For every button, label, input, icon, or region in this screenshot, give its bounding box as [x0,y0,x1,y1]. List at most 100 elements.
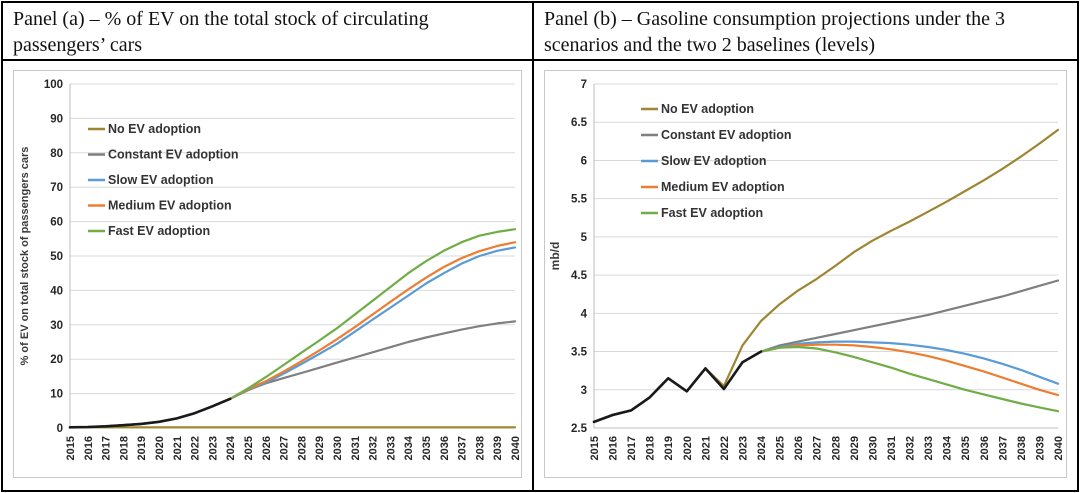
x-tick-label: 2030 [867,436,879,460]
series-line-fast-ev-adoption [68,228,517,429]
x-tick-label: 2022 [190,436,202,460]
legend-item: Slow EV adoption [88,173,214,187]
x-tick-label: 2032 [368,436,380,460]
legend-label: Medium EV adoption [661,180,785,194]
x-tick-label: 2032 [905,436,917,460]
x-tick-label: 2038 [1016,436,1028,460]
panel-b-chart-area: 2.5 3 3.5 4 4.5 5 5.5 6 6.5 7 2015 2016 2017 2018 2019… [534,61,1077,490]
x-tick-label: 2020 [682,436,694,460]
y-tick-label: 3.5 [571,347,588,359]
series-line-constant-ev-adoption [68,320,517,429]
x-tick-label: 2040 [1053,436,1065,460]
x-tick-label: 2025 [243,436,255,460]
y-tick-label: 60 [50,217,63,229]
x-tick-label: 2036 [979,436,991,460]
x-tick-label: 2027 [279,436,291,460]
x-tick-label: 2018 [645,436,657,460]
legend-item: Medium EV adoption [641,180,785,194]
x-tick-label: 2026 [261,436,273,460]
x-tick-label: 2034 [942,435,954,460]
y-tick-label: 0 [57,423,63,435]
x-tick-label: 2018 [118,436,130,460]
y-tick-label: 70 [50,182,63,194]
y-tick-label: 10 [50,389,63,401]
y-axis-title: % of EV on total stock of passengers car… [19,147,31,366]
legend-item: Constant EV adoption [641,128,792,142]
x-tick-label: 2026 [793,436,805,460]
legend-label: Slow EV adoption [661,154,767,168]
x-tick-label: 2023 [737,436,749,460]
x-tick-label: 2030 [332,436,344,460]
y-tick-label: 7 [581,79,587,91]
y-tick-label: 20 [50,354,63,366]
legend-label: Constant EV adoption [108,148,239,162]
x-tick-label: 2031 [350,436,362,460]
x-tick-label: 2020 [154,436,166,460]
y-tick-label: 3 [581,385,587,397]
x-tick-label: 2017 [626,436,638,460]
x-tick-label: 2039 [1034,436,1046,460]
y-tick-label: 30 [50,320,63,332]
y-tick-label: 5 [581,232,588,244]
legend-label: Slow EV adoption [108,173,214,187]
legend-label: Fast EV adoption [661,206,763,220]
x-tick-label: 2022 [719,436,731,460]
x-tick-label: 2034 [403,435,415,460]
x-tick-label: 2019 [136,436,148,460]
x-tick-label: 2035 [960,436,972,460]
series-line-no-ev-adoption [592,128,1060,423]
legend-item: Slow EV adoption [641,154,767,168]
x-tick-label: 2033 [385,436,397,460]
x-tick-label: 2037 [997,436,1009,460]
x-tick-label: 2021 [700,436,712,460]
legend-item: Fast EV adoption [641,206,763,220]
x-tick-label: 2019 [663,436,675,460]
panel-b-title: Panel (b) – Gasoline consumption project… [534,3,1077,61]
y-tick-label: 5.5 [571,194,588,206]
y-tick-label: 80 [50,148,63,160]
panel-a-chart-area: 0 10 20 30 40 50 60 70 80 90 100 2015 2016 2017 2018 20… [3,61,534,490]
y-tick-label: 2.5 [571,423,588,435]
series-line-slow-ev-adoption [68,246,517,429]
legend-item: No EV adoption [641,102,754,116]
x-tick-label: 2040 [510,436,522,460]
x-tick-label: 2015 [589,436,601,460]
legend-item: Constant EV adoption [88,148,239,162]
x-tick-label: 2016 [608,436,620,460]
y-tick-label: 6.5 [571,117,588,129]
y-tick-label: 4.5 [571,270,588,282]
x-tick-label: 2025 [775,436,787,460]
panel-a-chart-box: 0 10 20 30 40 50 60 70 80 90 100 2015 2016 2017 2018 20… [13,70,522,478]
legend-item: No EV adoption [88,122,201,136]
x-tick-label: 2024 [225,435,237,460]
x-tick-label: 2031 [886,436,898,460]
x-tick-label: 2033 [923,436,935,460]
x-tick-label: 2028 [830,436,842,460]
x-tick-label: 2016 [83,436,95,460]
panel-a-title-text: Panel (a) – % of EV on the total stock o… [13,8,429,57]
y-tick-label: 40 [50,285,63,297]
legend-item: Medium EV adoption [88,199,232,213]
y-tick-label: 6 [581,155,587,167]
legend-label: Constant EV adoption [661,128,792,142]
panel-b-chart-box: 2.5 3 3.5 4 4.5 5 5.5 6 6.5 7 2015 2016 2017 2018 2019… [544,70,1067,478]
x-tick-label: 2036 [439,436,451,460]
x-tick-label: 2037 [457,436,469,460]
panel-a-title: Panel (a) – % of EV on the total stock o… [3,3,534,61]
legend-label: Medium EV adoption [108,199,232,213]
x-tick-label: 2039 [492,436,504,460]
x-tick-label: 2029 [314,436,326,460]
x-tick-label: 2023 [207,436,219,460]
x-tick-label: 2024 [756,435,768,460]
x-tick-label: 2021 [172,436,184,460]
x-tick-label: 2017 [101,436,113,460]
x-tick-label: 2027 [812,436,824,460]
panel-b-title-text: Panel (b) – Gasoline consumption project… [544,8,1006,57]
panel-b-line-chart: 2.5 3 3.5 4 4.5 5 5.5 6 6.5 7 2015 2016 2017 2018 2019… [548,79,1065,460]
history-overlay-line [592,350,763,424]
y-tick-label: 50 [50,251,63,263]
x-tick-label: 2038 [474,436,486,460]
x-tick-label: 2035 [421,436,433,460]
